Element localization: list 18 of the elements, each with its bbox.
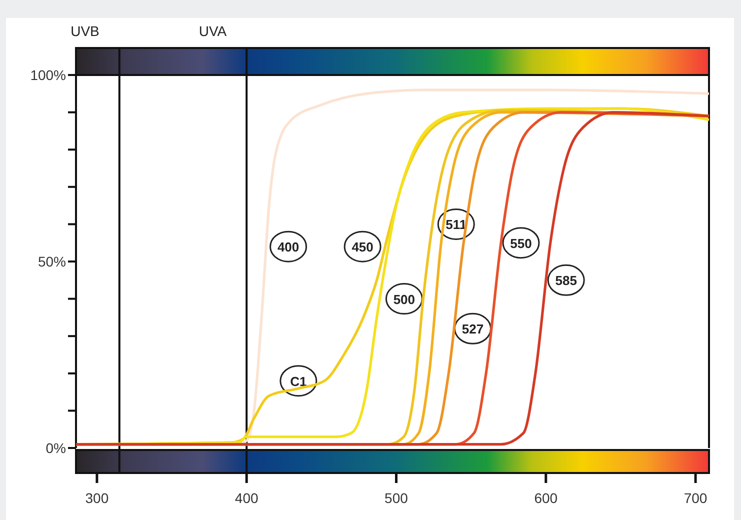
series-label: 585: [555, 273, 577, 288]
series-label: 500: [393, 292, 416, 307]
x-tick-label: 600: [534, 490, 558, 506]
ref-line-label: UVA: [198, 23, 228, 39]
series-label: 550: [510, 236, 532, 251]
series-label: 527: [462, 322, 484, 337]
x-tick-label: 400: [234, 490, 258, 506]
y-tick-label: 50%: [38, 253, 66, 270]
x-tick-label: 700: [684, 490, 708, 506]
y-tick-label: 0%: [46, 440, 66, 456]
y-tick-label: 100%: [30, 66, 66, 83]
series-label: 450: [352, 240, 374, 255]
ref-line-label: UVB: [70, 23, 100, 39]
series-label: C1: [290, 374, 307, 389]
x-tick-label: 500: [384, 490, 408, 506]
series-label: 511: [446, 217, 467, 232]
x-tick-label: 300: [85, 490, 109, 506]
series-label: 400: [277, 240, 300, 255]
